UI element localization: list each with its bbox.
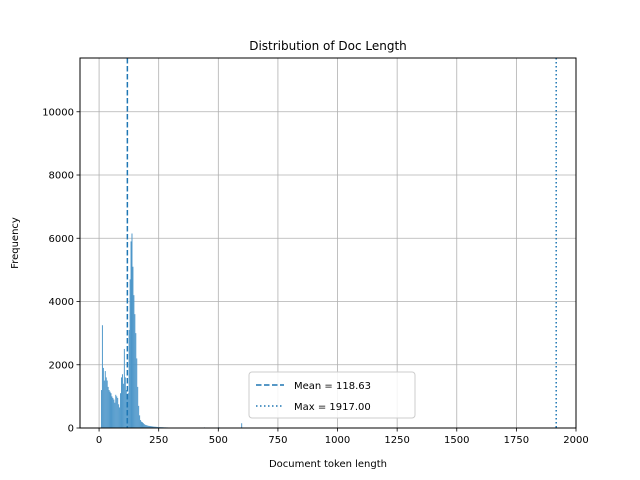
histogram-bar bbox=[125, 390, 127, 428]
histogram-bar bbox=[155, 426, 157, 428]
y-axis-label: Frequency bbox=[10, 217, 21, 269]
histogram-bar bbox=[120, 393, 122, 428]
x-tick-label: 0 bbox=[96, 435, 102, 446]
histogram-bar bbox=[104, 371, 106, 428]
histogram-bar bbox=[130, 241, 132, 428]
legend-max-label: Max = 1917.00 bbox=[294, 402, 371, 413]
y-tick-label: 0 bbox=[68, 424, 74, 435]
histogram-bar bbox=[116, 396, 118, 428]
histogram-bar bbox=[146, 425, 148, 428]
x-tick-label: 1000 bbox=[325, 435, 350, 446]
histogram-bar bbox=[100, 390, 102, 428]
histogram-bar bbox=[110, 393, 112, 428]
x-tick-label: 1250 bbox=[384, 435, 409, 446]
y-tick-label: 8000 bbox=[49, 171, 74, 182]
histogram-bar bbox=[127, 393, 129, 428]
histogram-bar bbox=[121, 374, 123, 428]
histogram-bar bbox=[121, 377, 122, 428]
histogram-bar bbox=[139, 415, 141, 428]
y-tick-label: 4000 bbox=[49, 297, 74, 308]
histogram-bar bbox=[135, 333, 137, 428]
legend-box bbox=[248, 371, 416, 419]
grid bbox=[80, 58, 577, 429]
x-tick-label: 1500 bbox=[444, 435, 469, 446]
histogram-bar bbox=[134, 314, 136, 428]
histogram-bar bbox=[148, 425, 150, 428]
histogram-bar bbox=[142, 423, 144, 428]
histogram-bar bbox=[144, 424, 146, 428]
histogram-bar bbox=[143, 424, 145, 428]
histogram-bar bbox=[118, 404, 120, 428]
histogram-bar bbox=[101, 325, 103, 428]
histogram-bar bbox=[103, 380, 105, 428]
histogram-bar bbox=[122, 383, 124, 428]
histogram-bar bbox=[132, 266, 134, 428]
histogram-bar bbox=[112, 397, 114, 428]
histogram-bar bbox=[129, 279, 131, 428]
histogram-bar bbox=[147, 425, 149, 428]
reference-lines bbox=[126, 58, 557, 428]
histogram-bar bbox=[241, 423, 243, 428]
x-tick-label: 2000 bbox=[563, 435, 588, 446]
x-axis-label: Document token length bbox=[269, 459, 387, 470]
x-tick-label: 250 bbox=[149, 435, 168, 446]
histogram-bar bbox=[123, 348, 125, 428]
histogram-bar bbox=[133, 295, 135, 428]
histogram-bar bbox=[145, 425, 147, 428]
histogram-bar bbox=[114, 402, 116, 428]
histogram-bar bbox=[115, 394, 117, 428]
histogram-bar bbox=[150, 426, 152, 428]
histogram-bar bbox=[111, 396, 113, 428]
histogram-bar bbox=[141, 421, 142, 428]
plot-frame bbox=[79, 57, 577, 429]
histogram-bar bbox=[156, 426, 158, 428]
x-tick-label: 500 bbox=[209, 435, 228, 446]
histogram-bar bbox=[117, 397, 119, 428]
histogram-bar bbox=[157, 426, 159, 428]
histogram-bar bbox=[152, 426, 154, 428]
y-tick-label: 10000 bbox=[42, 107, 74, 118]
legend-mean-label: Mean = 118.63 bbox=[294, 381, 371, 392]
histogram-bar bbox=[102, 367, 104, 428]
histogram-bar bbox=[113, 399, 115, 428]
x-tick-label: 1750 bbox=[504, 435, 529, 446]
histogram-bar bbox=[142, 422, 143, 428]
histogram-bar bbox=[107, 386, 109, 428]
histogram-bar bbox=[137, 386, 139, 428]
y-tick-label: 6000 bbox=[49, 234, 74, 245]
histogram-bar bbox=[149, 426, 151, 428]
histogram-bar bbox=[140, 420, 142, 428]
chart-title: Distribution of Doc Length bbox=[249, 39, 407, 53]
histogram-bar bbox=[106, 380, 108, 428]
legend: Mean = 118.63 Max = 1917.00 bbox=[248, 371, 416, 419]
histogram-bar bbox=[154, 426, 156, 428]
histogram-bar bbox=[119, 407, 121, 428]
histogram-bars bbox=[100, 233, 243, 428]
histogram-bar bbox=[108, 390, 110, 428]
histogram-bar bbox=[124, 377, 126, 428]
histogram-bar bbox=[105, 377, 107, 428]
histogram-bar bbox=[136, 358, 138, 428]
histogram-bar bbox=[153, 426, 155, 428]
y-tick-label: 2000 bbox=[49, 360, 74, 371]
axis-ticks: 0 250 500 750 1000 1250 1500 1750 2000 0 2000 4000 6… bbox=[42, 107, 589, 446]
histogram-bar bbox=[151, 426, 153, 428]
histogram-bar bbox=[131, 233, 133, 428]
x-tick-label: 750 bbox=[268, 435, 287, 446]
histogram-bar bbox=[138, 405, 140, 428]
histogram-bar bbox=[128, 329, 130, 428]
histogram-bar bbox=[109, 391, 111, 428]
